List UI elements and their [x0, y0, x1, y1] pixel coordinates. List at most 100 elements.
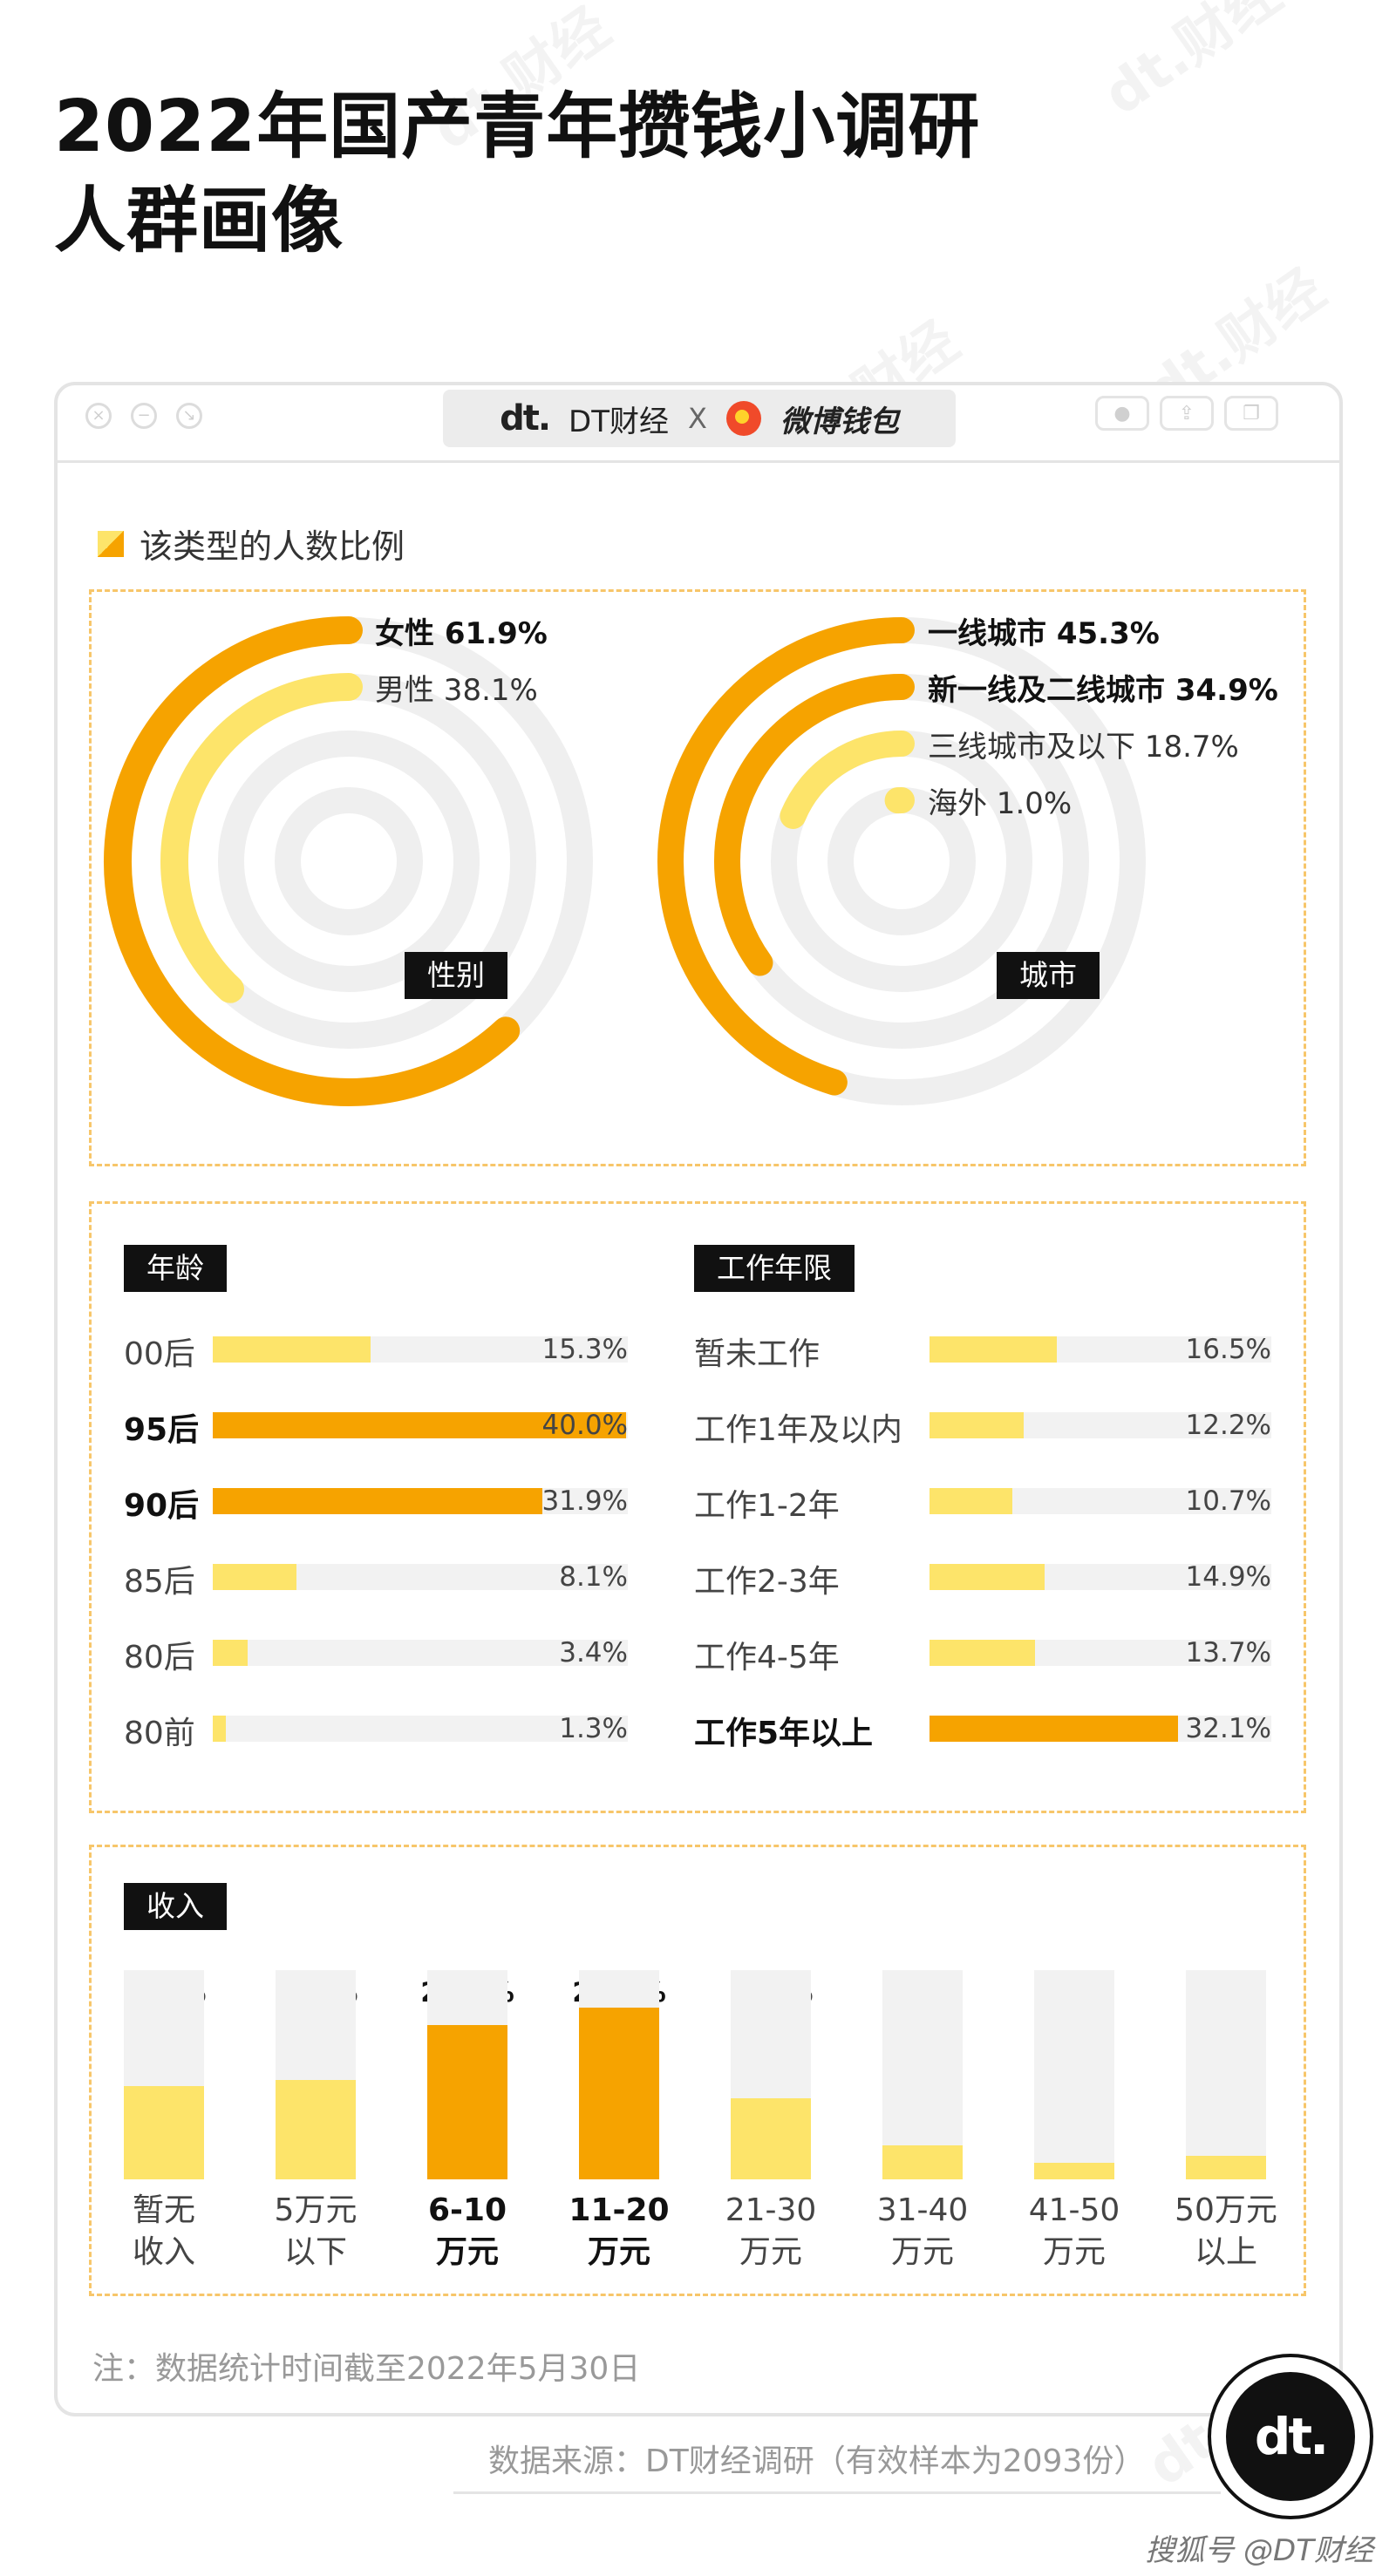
close-icon[interactable]: × [85, 403, 112, 429]
window-titlebar-divider [54, 460, 1343, 463]
income-bar [276, 2079, 356, 2179]
income-track [882, 1970, 963, 2179]
work-value: 13.7% [1185, 1637, 1271, 1669]
work-label: 工作4-5年 [694, 1640, 840, 1675]
income-bar [882, 2145, 963, 2179]
income-category-line2: 万元 [1042, 2234, 1106, 2270]
income-bar [1034, 2162, 1114, 2179]
income-bar [1186, 2156, 1266, 2179]
income-tag: 收入 [124, 1883, 227, 1930]
work-bar [930, 1488, 1012, 1514]
income-category-line2: 万元 [739, 2234, 802, 2270]
age-bar [213, 1716, 227, 1742]
legend-label: 该类型的人数比例 [140, 527, 405, 566]
income-category-line1: 50万元 [1175, 2192, 1277, 2228]
data-source: 数据来源：DT财经调研（有效样本为2093份） [488, 2443, 1146, 2479]
legend: 该类型的人数比例 [98, 520, 405, 568]
work-value: 32.1% [1185, 1713, 1271, 1744]
income-track [427, 1970, 507, 2179]
work-tag: 工作年限 [694, 1245, 855, 1292]
income-track [124, 1970, 204, 2179]
age-bar [213, 1640, 249, 1666]
work-label: 工作1-2年 [694, 1488, 840, 1524]
income-category: 11-20 万元 [558, 2190, 680, 2274]
age-label: 90后 [124, 1488, 200, 1524]
income-category: 暂无 收入 [103, 2190, 225, 2274]
age-label: 00后 [124, 1336, 195, 1372]
age-bar [213, 1336, 371, 1363]
dt-logo-icon: dt. [500, 398, 551, 438]
age-bar [213, 1488, 542, 1514]
income-category-line1: 31-40 [876, 2192, 969, 2228]
footnote: 注：数据统计时间截至2022年5月30日 [92, 2351, 641, 2387]
panel-gender-city [89, 589, 1306, 1166]
page-title: 2022年国产青年攒钱小调研 人群画像 [54, 80, 980, 268]
share-button[interactable]: ⇪ [1160, 396, 1214, 431]
income-category-line2: 万元 [890, 2234, 954, 2270]
panel-income [89, 1845, 1306, 2296]
income-category: 5万元以下 [255, 2190, 377, 2274]
city-label: 三线城市及以下 18.7% [928, 730, 1239, 765]
income-bar [579, 2008, 659, 2179]
age-track [213, 1640, 628, 1666]
age-value: 8.1% [559, 1561, 628, 1593]
income-category-line1: 11-20 [569, 2192, 670, 2228]
age-value: 31.9% [541, 1485, 628, 1517]
work-label: 暂未工作 [694, 1336, 821, 1372]
city-arc [780, 731, 915, 829]
restore-icon: ❐ [1243, 402, 1260, 425]
work-track [930, 1640, 1271, 1666]
income-category-line1: 21-30 [725, 2192, 817, 2228]
income-category: 31-40 万元 [861, 2190, 984, 2274]
city-arc [714, 674, 915, 976]
work-label: 工作5年以上 [694, 1716, 874, 1751]
income-bar [427, 2025, 507, 2179]
age-value: 40.0% [541, 1410, 628, 1441]
age-track [213, 1716, 628, 1742]
income-category: 6-10 万元 [406, 2190, 528, 2274]
income-category-line1: 41-50 [1028, 2192, 1120, 2228]
gender-label: 男性 38.1% [375, 673, 538, 708]
work-bar [930, 1412, 1025, 1438]
watermark: dt.财经 [1085, 0, 1294, 130]
age-bar [213, 1564, 296, 1590]
work-track [930, 1336, 1271, 1363]
income-category: 50万元以上 [1165, 2190, 1287, 2274]
age-track [213, 1336, 628, 1363]
title-line-1: 2022年国产青年攒钱小调研 [54, 85, 981, 168]
dt-badge-logo-icon: dt. [1226, 2372, 1355, 2501]
income-category-line2: 收入 [132, 2234, 195, 2270]
age-tag: 年龄 [124, 1245, 227, 1292]
circle-icon: ● [1113, 402, 1131, 425]
record-button[interactable]: ● [1095, 396, 1149, 431]
work-bar [930, 1716, 1178, 1742]
age-label: 80前 [124, 1716, 195, 1751]
dt-badge: dt. [1208, 2354, 1373, 2519]
brand-bar: dt. DT财经 X 微博钱包 [443, 390, 956, 447]
panel-age-work [89, 1201, 1306, 1813]
share-icon: ⇪ [1178, 402, 1195, 425]
income-category-line2: 以下 [283, 2234, 347, 2270]
maximize-icon[interactable]: ↘ [176, 403, 202, 429]
income-category-line2: 以上 [1194, 2234, 1257, 2270]
age-label: 85后 [124, 1564, 195, 1600]
ring-charts [104, 616, 1146, 1106]
gender-arc [104, 616, 521, 1106]
legend-swatch [98, 530, 124, 557]
footer-credit: 搜狐号 @DT财经 [1145, 2533, 1373, 2568]
source-underline [453, 2491, 1221, 2494]
work-bar [930, 1336, 1058, 1363]
age-track [213, 1488, 628, 1514]
income-category-line1: 5万元 [274, 2192, 358, 2228]
income-category-line1: 暂无 [132, 2192, 195, 2228]
income-track [731, 1970, 811, 2179]
age-bar [213, 1412, 626, 1438]
income-bar [124, 2085, 204, 2179]
gender-track-ring [275, 787, 423, 935]
income-track [579, 1970, 659, 2179]
window-restore-button[interactable]: ❐ [1224, 396, 1278, 431]
work-bar [930, 1640, 1036, 1666]
income-category-line2: 万元 [435, 2234, 499, 2270]
minimize-icon[interactable]: − [131, 403, 157, 429]
income-category: 21-30 万元 [710, 2190, 832, 2274]
